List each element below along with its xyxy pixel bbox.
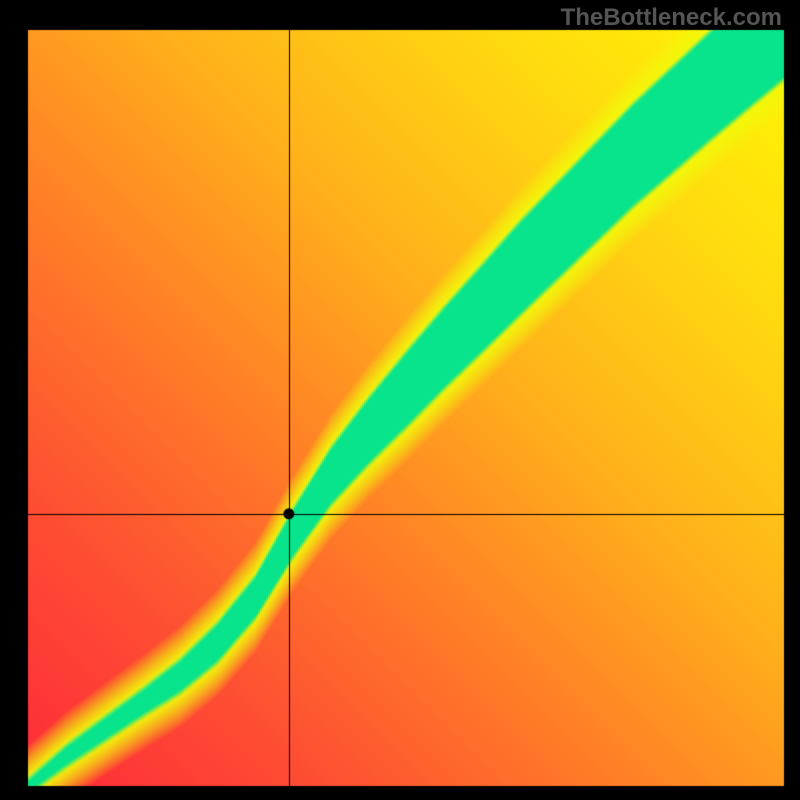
watermark-text: TheBottleneck.com (561, 4, 782, 32)
chart-container: TheBottleneck.com (0, 0, 800, 800)
bottleneck-heatmap (0, 0, 800, 800)
